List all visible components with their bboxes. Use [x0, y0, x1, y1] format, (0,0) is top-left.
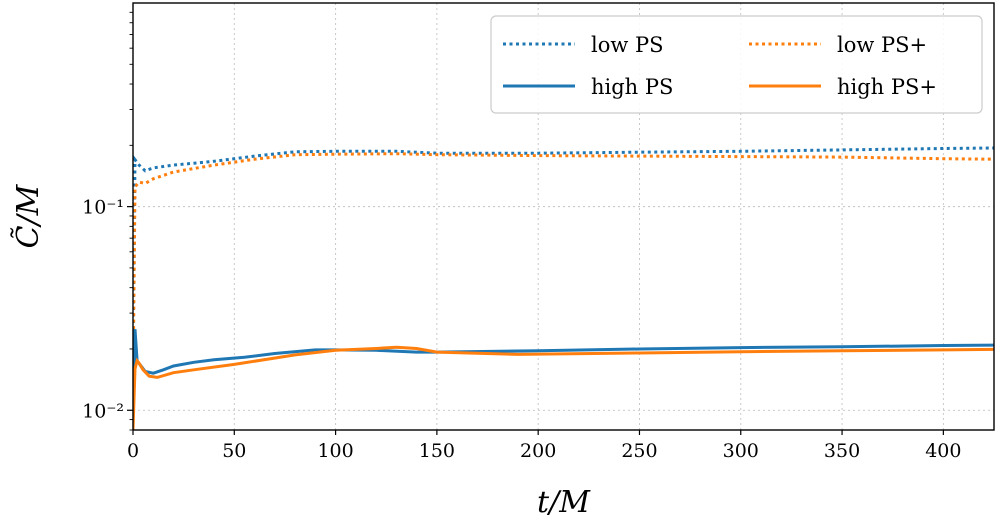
legend-label: low PS+ [837, 33, 927, 57]
series-line-low-ps [133, 146, 994, 350]
x-tick-label: 350 [824, 440, 860, 462]
legend-label: high PS+ [837, 75, 937, 99]
y-tick-label: 10⁻² [82, 400, 124, 422]
y-tick-label: 10⁻¹ [82, 197, 124, 219]
x-tick-label: 250 [621, 440, 657, 462]
series-line-low-ps-plus [133, 152, 994, 395]
plot-frame [132, 2, 995, 431]
x-tick-label: 100 [317, 440, 353, 462]
series-line-high-ps-plus [133, 345, 994, 430]
x-tick-label: 300 [723, 440, 759, 462]
legend-label: high PS [591, 75, 673, 99]
x-tick-label: 50 [222, 440, 246, 462]
x-tick-label: 200 [520, 440, 556, 462]
y-axis-label: C̃/M [11, 183, 46, 248]
legend-label: low PS [591, 33, 664, 57]
ticks: 0 50 100 150 200 250 300 350 400 10⁻¹ 10⁻² [82, 11, 961, 462]
legend-box [490, 15, 983, 114]
x-axis-label: t/M [537, 485, 591, 520]
x-tick-label: 150 [419, 440, 455, 462]
series-layer [133, 146, 994, 430]
series-line-high-ps [133, 329, 994, 411]
x-tick-label: 400 [925, 440, 961, 462]
x-tick-label: 0 [127, 440, 139, 462]
legend: low PS low PS+ high PS high PS+ [490, 15, 983, 114]
